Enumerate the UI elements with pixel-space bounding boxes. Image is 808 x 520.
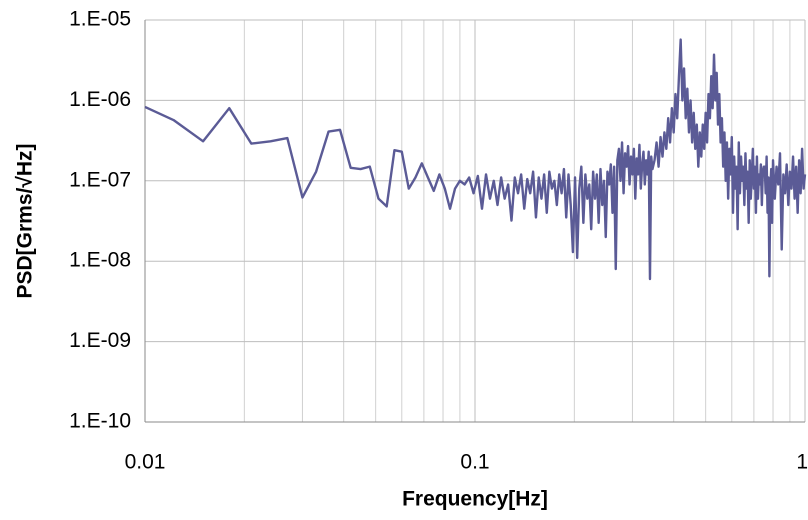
y-tick-label: 1.E-06	[69, 88, 131, 111]
y-tick-label: 1.E-08	[69, 249, 131, 272]
y-tick-label: 1.E-09	[69, 329, 131, 352]
x-tick-label: 0.1	[460, 451, 489, 474]
data-line	[144, 38, 807, 281]
y-tick-label: 1.E-10	[69, 410, 131, 433]
y-tick-label: 1.E-05	[69, 8, 131, 31]
x-tick-label: 1	[796, 451, 808, 474]
x-tick-label: 0.01	[125, 451, 166, 474]
y-axis-label: PSD[Grms/√Hz]	[14, 143, 37, 298]
y-tick-label: 1.E-07	[69, 168, 131, 191]
x-axis-label: Frequency[Hz]	[402, 488, 548, 511]
